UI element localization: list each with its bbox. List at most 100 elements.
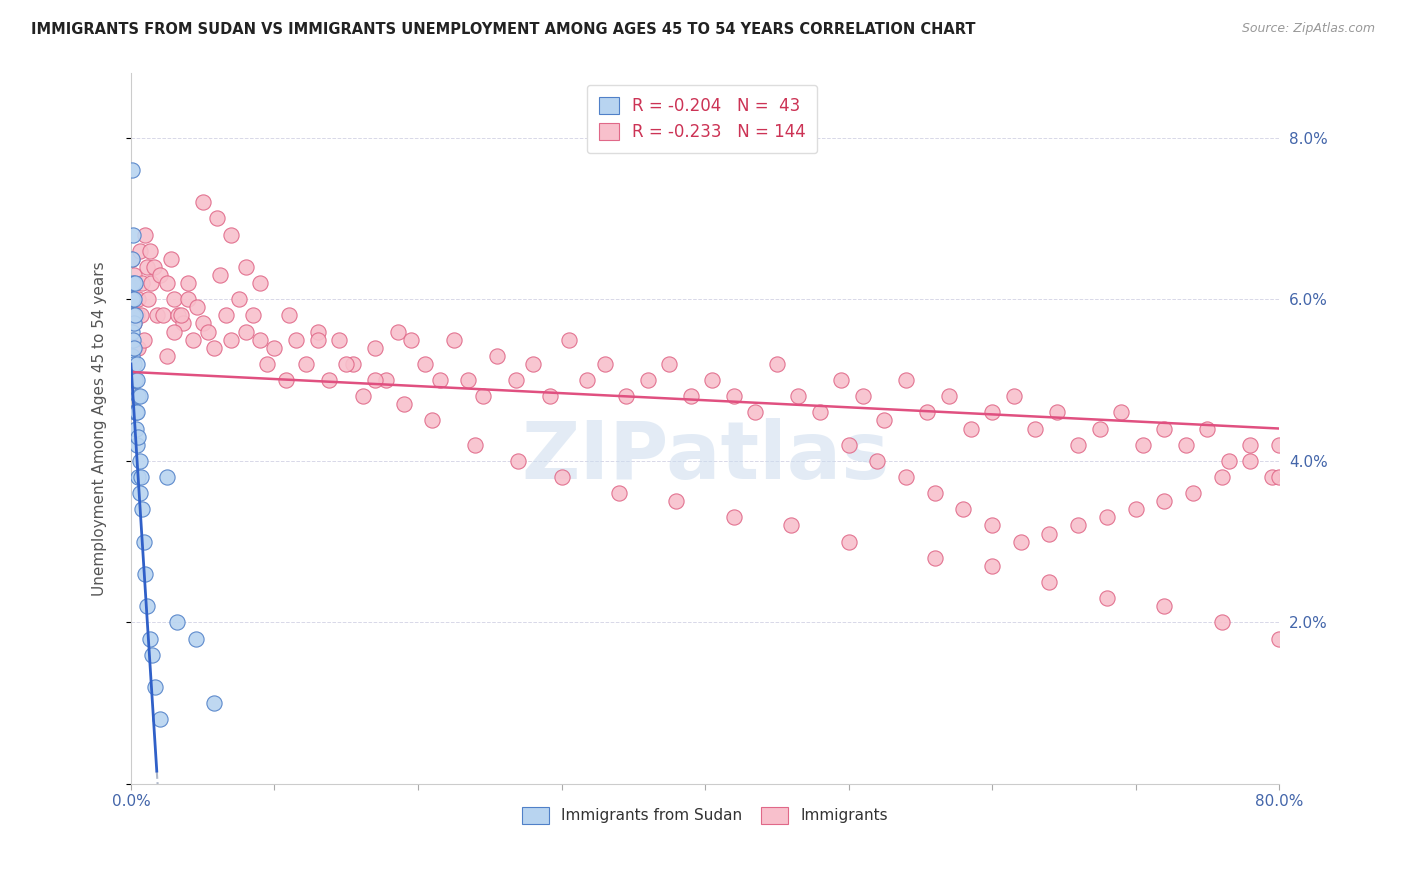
Point — [1182, 486, 1205, 500]
Point — [702, 373, 724, 387]
Point — [307, 333, 329, 347]
Point — [134, 566, 156, 581]
Point — [873, 413, 896, 427]
Point — [202, 696, 225, 710]
Point — [1109, 405, 1132, 419]
Point — [1268, 470, 1291, 484]
Point — [1024, 421, 1046, 435]
Point — [981, 518, 1004, 533]
Point — [1095, 591, 1118, 606]
Point — [866, 454, 889, 468]
Point — [127, 389, 149, 403]
Point — [136, 292, 159, 306]
Point — [127, 341, 149, 355]
Point — [277, 309, 299, 323]
Point — [723, 389, 745, 403]
Point — [197, 325, 219, 339]
Point — [121, 292, 143, 306]
Text: IMMIGRANTS FROM SUDAN VS IMMIGRANTS UNEMPLOYMENT AMONG AGES 45 TO 54 YEARS CORRE: IMMIGRANTS FROM SUDAN VS IMMIGRANTS UNEM… — [31, 22, 976, 37]
Point — [1038, 526, 1060, 541]
Point — [249, 276, 271, 290]
Point — [215, 309, 238, 323]
Point — [121, 252, 143, 266]
Point — [917, 405, 939, 419]
Text: Source: ZipAtlas.com: Source: ZipAtlas.com — [1241, 22, 1375, 36]
Point — [808, 405, 831, 419]
Point — [1239, 438, 1261, 452]
Point — [1211, 470, 1233, 484]
Point — [125, 373, 148, 387]
Point — [121, 292, 143, 306]
Point — [122, 317, 145, 331]
Point — [132, 333, 155, 347]
Point — [1218, 454, 1240, 468]
Point — [191, 195, 214, 210]
Point — [125, 309, 148, 323]
Point — [228, 292, 250, 306]
Point — [221, 333, 243, 347]
Point — [122, 373, 145, 387]
Point — [132, 534, 155, 549]
Point — [124, 276, 146, 290]
Point — [607, 486, 630, 500]
Point — [249, 333, 271, 347]
Point — [744, 405, 766, 419]
Point — [149, 268, 172, 282]
Point — [122, 357, 145, 371]
Point — [142, 260, 165, 274]
Point — [765, 357, 787, 371]
Point — [894, 373, 917, 387]
Point — [128, 244, 150, 258]
Point — [121, 325, 143, 339]
Point — [163, 325, 186, 339]
Point — [135, 599, 157, 614]
Point — [122, 227, 145, 242]
Point — [124, 405, 146, 419]
Point — [924, 486, 946, 500]
Point — [593, 357, 616, 371]
Point — [1174, 438, 1197, 452]
Text: ZIPatlas: ZIPatlas — [520, 418, 889, 496]
Point — [152, 309, 174, 323]
Point — [125, 421, 148, 435]
Point — [129, 309, 152, 323]
Point — [122, 292, 145, 306]
Point — [550, 470, 572, 484]
Point — [352, 389, 374, 403]
Point — [124, 373, 146, 387]
Point — [235, 260, 257, 274]
Point — [1010, 534, 1032, 549]
Point — [121, 309, 143, 323]
Point — [471, 389, 494, 403]
Point — [121, 276, 143, 290]
Point — [952, 502, 974, 516]
Point — [830, 373, 852, 387]
Point — [127, 292, 149, 306]
Point — [658, 357, 681, 371]
Point — [160, 252, 183, 266]
Point — [186, 301, 208, 315]
Point — [924, 550, 946, 565]
Point — [138, 632, 160, 646]
Point — [787, 389, 810, 403]
Point — [128, 389, 150, 403]
Point — [134, 227, 156, 242]
Point — [285, 333, 308, 347]
Point — [124, 309, 146, 323]
Point — [122, 333, 145, 347]
Point — [614, 389, 637, 403]
Point — [221, 227, 243, 242]
Point — [163, 292, 186, 306]
Point — [1268, 438, 1291, 452]
Point — [335, 357, 357, 371]
Point — [125, 405, 148, 419]
Point — [1153, 421, 1175, 435]
Point — [399, 333, 422, 347]
Point — [665, 494, 688, 508]
Point — [166, 615, 188, 630]
Point — [342, 357, 364, 371]
Point — [1239, 454, 1261, 468]
Point — [457, 373, 479, 387]
Point — [274, 373, 297, 387]
Legend: Immigrants from Sudan, Immigrants: Immigrants from Sudan, Immigrants — [516, 801, 894, 830]
